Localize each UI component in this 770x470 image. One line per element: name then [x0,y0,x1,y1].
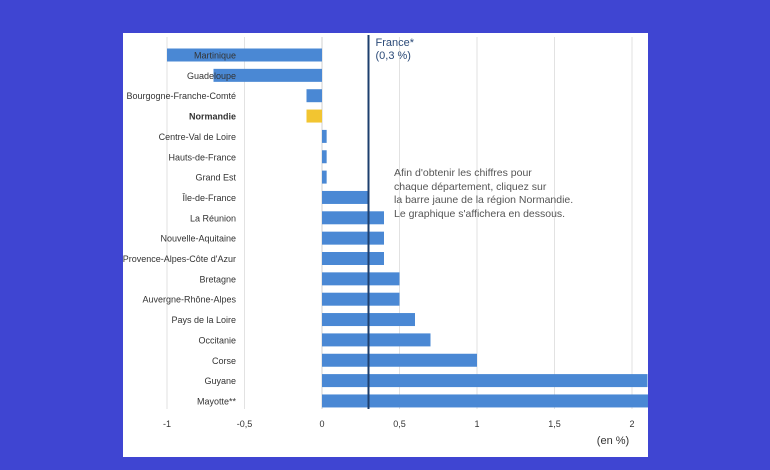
category-label: Mayotte** [197,396,237,406]
bar [322,129,327,143]
category-label: Pays de la Loire [171,315,236,325]
bar [322,252,384,265]
category-label: Bourgogne-Franche-Comté [126,91,236,101]
chart-panel: Martinique Guadeloupe Bourgogne-Franche-Co… [123,33,648,457]
bar [322,353,477,367]
bar [322,394,648,408]
bar [322,292,400,306]
category-label: Bretagne [199,274,236,284]
category-label: Occitanie [198,335,236,345]
x-tick-label: 0 [319,419,324,429]
category-label: La Réunion [190,213,236,223]
x-tick-label: -0,5 [237,419,253,429]
x-axis-label: (en %) [597,435,629,447]
category-label: Grand Est [195,173,236,183]
bar-chart: Martinique Guadeloupe Bourgogne-Franche-Co… [123,35,648,447]
bar-normandie[interactable] [306,109,323,123]
x-tick-label: 2 [629,419,634,429]
category-label: Nouvelle-Aquitaine [160,234,236,244]
bar [322,374,648,388]
bar [322,211,384,225]
category-label: Hauts-de-France [168,152,236,162]
category-label: Guadeloupe [187,71,236,81]
category-label: Guyane [204,376,236,386]
category-label: Provence-Alpes-Côte d'Azur [123,254,236,264]
reference-sublabel: (0,3 %) [376,50,411,62]
x-tick-label: 0,5 [393,419,406,429]
bar [167,48,322,62]
category-label: Auvergne-Rhône-Alpes [142,295,236,305]
x-tick-label: -1 [163,419,171,429]
bar [322,231,384,245]
category-label: Corse [212,356,236,366]
category-label: Normandie [189,112,236,122]
bar [322,170,327,184]
reference-label: France* [376,37,415,49]
bar [213,68,322,82]
category-label: Centre-Val de Loire [159,132,236,142]
category-label: Martinique [194,51,236,61]
bar [322,272,400,286]
x-tick-label: 1,5 [548,419,561,429]
category-label: Île-de-France [181,193,236,203]
bar [306,89,322,103]
x-tick-label: 1 [474,419,479,429]
chart-annotation: Afin d'obtenir les chiffres pour chaque … [394,167,574,220]
bar [322,190,369,204]
bar [322,333,431,347]
bar [322,150,327,164]
